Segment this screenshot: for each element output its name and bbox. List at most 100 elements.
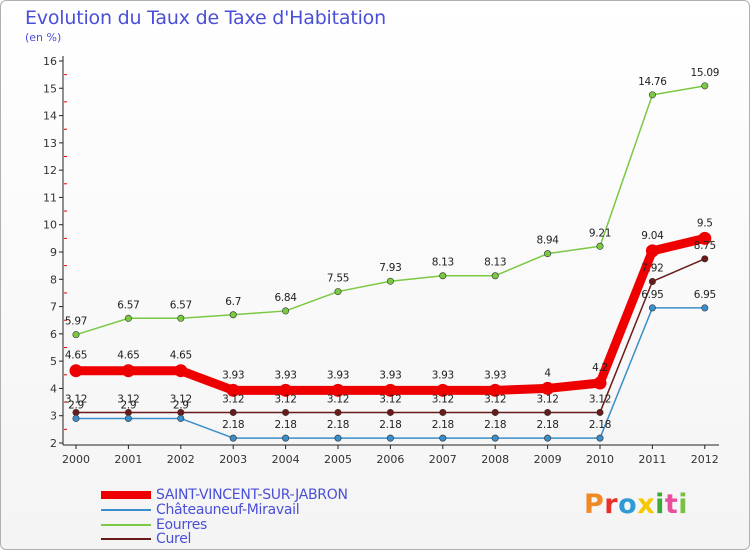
data-label: 4.65 bbox=[170, 350, 192, 362]
y-tick-label: 15 bbox=[43, 82, 57, 95]
data-point bbox=[701, 82, 709, 90]
series-line bbox=[75, 85, 706, 336]
data-label: 2.9 bbox=[68, 399, 84, 411]
data-label: 3.12 bbox=[117, 393, 139, 405]
x-tick-label: 2004 bbox=[272, 453, 300, 466]
data-label: 3.12 bbox=[327, 393, 349, 405]
data-label: 2.18 bbox=[484, 419, 506, 431]
data-point bbox=[331, 383, 345, 397]
data-point bbox=[386, 408, 394, 416]
data-point bbox=[544, 250, 552, 258]
data-label: 9.04 bbox=[641, 230, 664, 242]
legend-item-eourres: Eourres bbox=[101, 517, 208, 533]
data-point bbox=[544, 408, 552, 416]
y-tick-label: 16 bbox=[43, 55, 57, 68]
data-point bbox=[541, 381, 555, 395]
data-label: 2.9 bbox=[173, 399, 189, 411]
data-label: 3.12 bbox=[589, 393, 611, 405]
logo-letter: t bbox=[664, 489, 679, 520]
legend-swatch-saint-vincent bbox=[101, 491, 151, 499]
data-label: 15.09 bbox=[691, 67, 720, 79]
legend-item-chateauneuf: Châteauneuf-Miravail bbox=[101, 502, 300, 518]
logo-letter: P bbox=[584, 489, 605, 520]
data-point bbox=[69, 364, 83, 378]
data-label: 3.12 bbox=[222, 393, 244, 405]
data-point bbox=[282, 307, 290, 315]
data-point bbox=[491, 408, 499, 416]
legend-label-chateauneuf: Châteauneuf-Miravail bbox=[156, 502, 300, 518]
x-tick-label: 2011 bbox=[638, 453, 666, 466]
data-label: 4.65 bbox=[117, 350, 139, 362]
legend-label-eourres: Eourres bbox=[156, 517, 208, 533]
data-point bbox=[334, 408, 342, 416]
logo-letter: i bbox=[655, 489, 665, 520]
data-point bbox=[648, 91, 656, 99]
data-point bbox=[648, 277, 656, 285]
y-tick-label: 10 bbox=[43, 219, 57, 232]
data-label: 6.7 bbox=[225, 296, 241, 308]
x-tick-label: 2010 bbox=[586, 453, 614, 466]
data-label: 4.65 bbox=[65, 350, 87, 362]
data-point bbox=[491, 272, 499, 280]
proxiti-logo: Proxiti bbox=[584, 489, 688, 520]
y-tick-label: 11 bbox=[43, 191, 57, 204]
logo-letter: r bbox=[604, 489, 619, 520]
data-label: 3.12 bbox=[432, 393, 454, 405]
data-label: 2.18 bbox=[327, 419, 349, 431]
data-point bbox=[645, 244, 659, 258]
data-label: 9.5 bbox=[697, 217, 713, 229]
y-tick-label: 6 bbox=[50, 328, 57, 341]
data-point bbox=[701, 304, 709, 312]
data-label: 3.12 bbox=[275, 393, 297, 405]
data-point bbox=[698, 231, 712, 245]
x-tick-label: 2006 bbox=[376, 453, 404, 466]
data-label: 6.57 bbox=[170, 299, 192, 311]
data-point bbox=[648, 304, 656, 312]
data-point bbox=[596, 434, 604, 442]
data-point bbox=[229, 311, 237, 319]
data-label: 2.18 bbox=[379, 419, 401, 431]
x-tick-label: 2005 bbox=[324, 453, 352, 466]
data-point bbox=[72, 331, 80, 339]
x-tick-label: 2003 bbox=[219, 453, 247, 466]
data-label: 6.84 bbox=[275, 292, 298, 304]
data-label: 3.12 bbox=[484, 393, 506, 405]
data-label: 2.9 bbox=[120, 399, 136, 411]
legend-label-saint-vincent: SAINT-VINCENT-SUR-JABRON bbox=[156, 487, 348, 503]
logo-letter: o bbox=[618, 489, 638, 520]
data-point bbox=[72, 414, 80, 422]
data-point bbox=[386, 434, 394, 442]
y-tick-label: 13 bbox=[43, 137, 57, 150]
y-tick-label: 4 bbox=[50, 382, 57, 395]
data-label: 2.18 bbox=[432, 419, 454, 431]
data-label: 3.93 bbox=[327, 369, 349, 381]
data-point bbox=[439, 434, 447, 442]
data-label: 8.94 bbox=[537, 235, 560, 247]
x-tick-label: 2008 bbox=[481, 453, 509, 466]
y-tick-label: 3 bbox=[50, 410, 57, 423]
data-point bbox=[439, 272, 447, 280]
y-tick-label: 14 bbox=[43, 110, 57, 123]
legend-item-curel: Curel bbox=[101, 531, 191, 547]
y-tick-label: 7 bbox=[50, 301, 57, 314]
y-tick-label: 8 bbox=[50, 273, 57, 286]
data-label: 3.93 bbox=[484, 369, 506, 381]
data-label: 8.75 bbox=[694, 240, 716, 252]
data-label: 6.95 bbox=[641, 289, 663, 301]
data-point bbox=[226, 383, 240, 397]
data-point bbox=[596, 242, 604, 250]
y-tick-label: 5 bbox=[50, 355, 57, 368]
data-label: 3.12 bbox=[65, 393, 87, 405]
data-label: 4.2 bbox=[592, 362, 608, 374]
data-label: 2.18 bbox=[222, 419, 244, 431]
y-tick-label: 12 bbox=[43, 164, 57, 177]
chart-subtitle: (en %) bbox=[25, 31, 62, 44]
data-label: 3.12 bbox=[170, 393, 192, 405]
x-tick-label: 2007 bbox=[429, 453, 457, 466]
data-label: 8.13 bbox=[484, 257, 506, 269]
data-label: 6.95 bbox=[694, 289, 716, 301]
legend-item-saint-vincent: SAINT-VINCENT-SUR-JABRON bbox=[101, 487, 348, 503]
data-point bbox=[282, 408, 290, 416]
data-label: 3.93 bbox=[222, 369, 244, 381]
data-point bbox=[334, 434, 342, 442]
